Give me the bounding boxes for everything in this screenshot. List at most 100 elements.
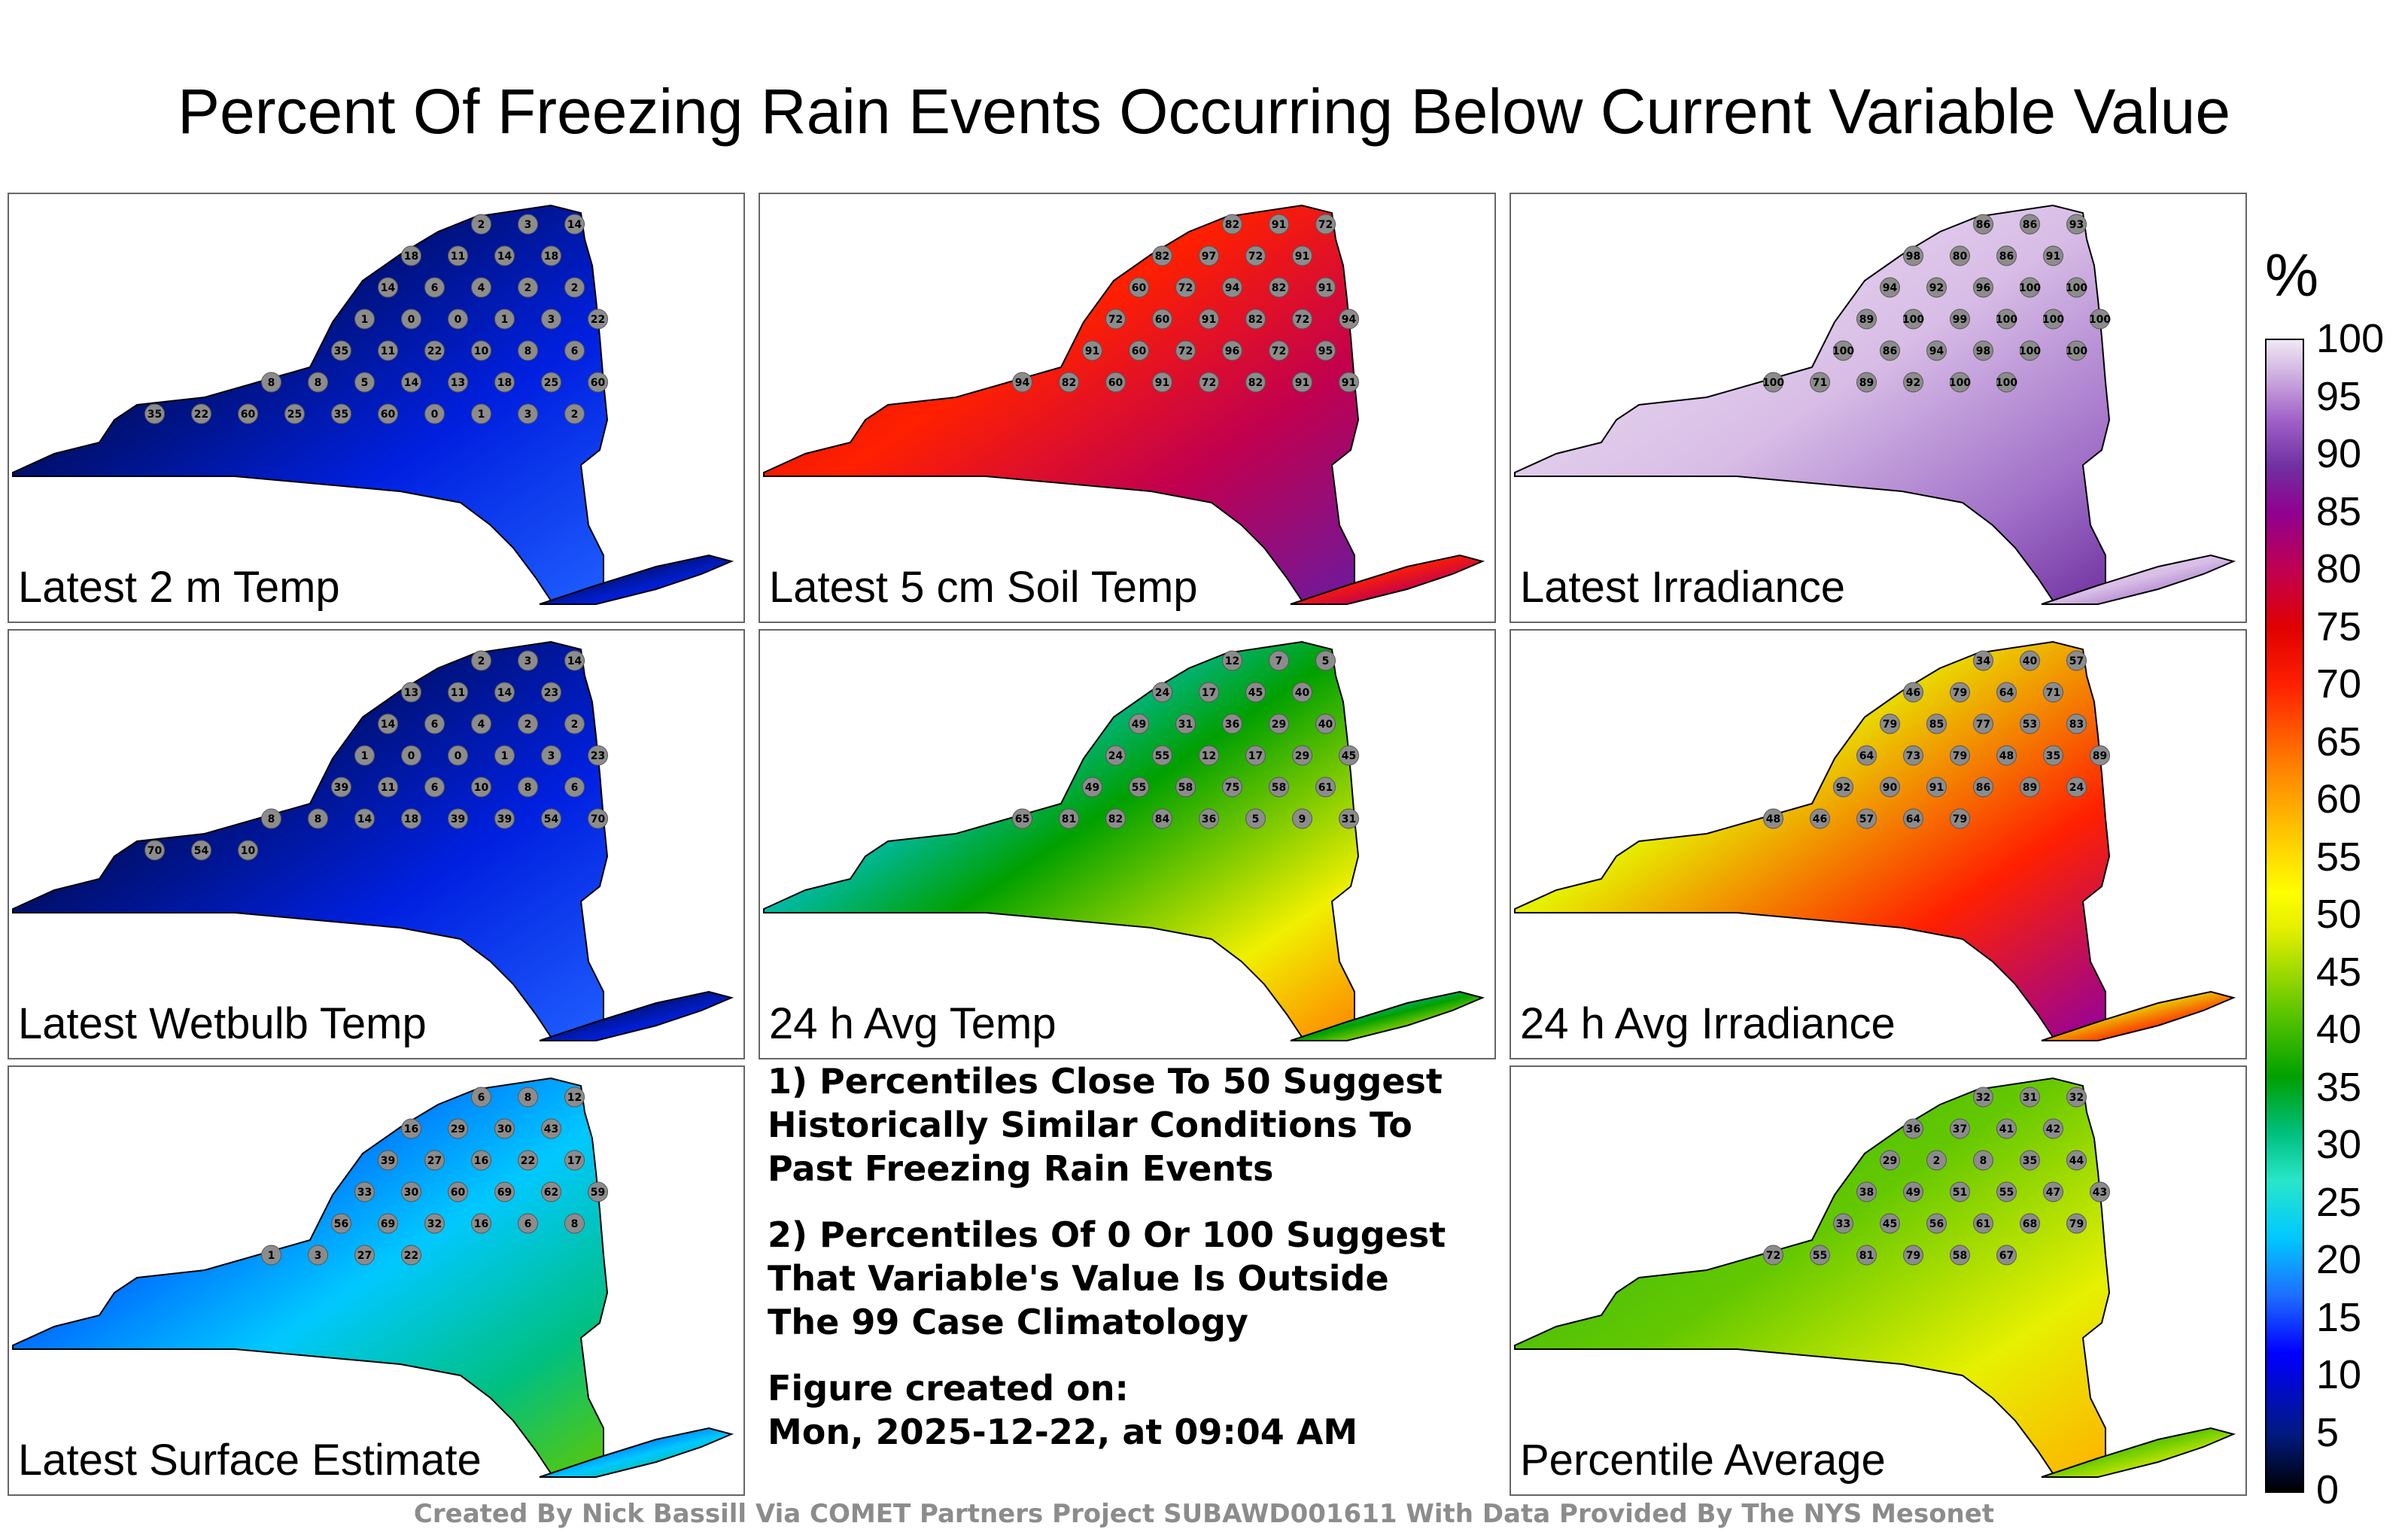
station-value: 1 xyxy=(361,314,369,326)
station-value: 2 xyxy=(571,719,579,731)
station-value: 100 xyxy=(1996,314,2017,326)
station-marker: 73 xyxy=(1903,745,1924,766)
station-marker: 32 xyxy=(424,1213,445,1234)
station-value: 23 xyxy=(591,750,605,762)
station-value: 43 xyxy=(2093,1187,2107,1199)
station-marker: 0 xyxy=(448,309,469,330)
station-marker: 8 xyxy=(308,808,329,829)
station-value: 94 xyxy=(1342,314,1357,326)
station-value: 68 xyxy=(2023,1218,2037,1230)
station-marker: 33 xyxy=(1833,1213,1854,1234)
map-panel-wetbulb: 2 3 14 13 11 14 23 14 6 4 2 2 1 0 0 1 3 23 39 11 6 10 8 6 8 8 14 18… xyxy=(8,629,745,1059)
station-marker: 12 xyxy=(564,1087,585,1108)
station-value: 12 xyxy=(567,1092,582,1104)
station-value: 82 xyxy=(1108,813,1123,825)
station-value: 45 xyxy=(1883,1218,1897,1230)
station-marker: 100 xyxy=(2066,277,2087,298)
station-marker: 86 xyxy=(1996,245,2017,266)
station-value: 16 xyxy=(474,1155,488,1167)
station-value: 82 xyxy=(1225,219,1239,231)
station-marker: 33 xyxy=(354,1181,375,1202)
station-marker: 8 xyxy=(564,1213,585,1234)
station-value: 100 xyxy=(2019,345,2041,357)
station-marker: 65 xyxy=(1012,808,1033,829)
station-value: 39 xyxy=(381,1155,395,1167)
station-marker: 6 xyxy=(424,713,445,734)
station-marker: 14 xyxy=(494,245,515,266)
station-value: 92 xyxy=(1836,782,1850,794)
station-value: 60 xyxy=(1132,345,1147,357)
station-value: 51 xyxy=(1953,1187,1967,1199)
station-value: 6 xyxy=(431,282,439,294)
station-value: 8 xyxy=(268,813,275,825)
station-value: 83 xyxy=(2069,719,2084,731)
figure-title: Percent Of Freezing Rain Events Occurrin… xyxy=(177,76,2231,147)
station-value: 13 xyxy=(451,377,465,389)
station-marker: 60 xyxy=(588,372,609,393)
station-value: 77 xyxy=(1976,719,1990,731)
station-value: 18 xyxy=(497,377,512,389)
station-value: 10 xyxy=(241,845,256,857)
station-marker: 2 xyxy=(518,277,539,298)
station-value: 81 xyxy=(1062,813,1076,825)
colorbar-tick: 50 xyxy=(2316,892,2362,937)
station-value: 72 xyxy=(1318,219,1333,231)
station-value: 3 xyxy=(315,1250,322,1262)
station-value: 35 xyxy=(2046,750,2060,762)
station-marker: 94 xyxy=(1012,372,1033,393)
station-marker: 1 xyxy=(261,1245,282,1266)
station-marker: 10 xyxy=(238,840,259,861)
colorbar-tick: 45 xyxy=(2316,949,2362,995)
station-marker: 32 xyxy=(2066,1087,2087,1108)
station-marker: 55 xyxy=(1152,745,1173,766)
station-value: 86 xyxy=(1976,219,1990,231)
station-marker: 6 xyxy=(424,277,445,298)
station-value: 98 xyxy=(1906,251,1920,263)
map-panel-24h-irradiance: 34 40 57 46 79 64 71 79 85 77 53 83 64 73 79 48 35 89 92 90… xyxy=(1510,629,2247,1059)
station-marker: 49 xyxy=(1903,1181,1924,1202)
station-value: 3 xyxy=(524,409,532,421)
station-value: 54 xyxy=(194,845,209,857)
state-outline xyxy=(12,1077,609,1479)
station-value: 25 xyxy=(544,377,558,389)
station-marker: 29 xyxy=(1269,713,1290,734)
station-value: 99 xyxy=(1953,314,1967,326)
station-marker: 72 xyxy=(1175,277,1196,298)
station-marker: 98 xyxy=(1903,245,1924,266)
station-marker: 57 xyxy=(1856,808,1877,829)
station-value: 18 xyxy=(404,813,418,825)
colorbar-tick: 5 xyxy=(2316,1409,2340,1455)
station-value: 60 xyxy=(1132,282,1147,294)
station-value: 22 xyxy=(591,314,605,326)
station-value: 57 xyxy=(1859,813,1874,825)
station-value: 54 xyxy=(544,813,559,825)
station-value: 91 xyxy=(1295,377,1309,389)
station-value: 22 xyxy=(404,1250,418,1262)
station-value: 100 xyxy=(2019,282,2041,294)
station-marker: 31 xyxy=(1175,713,1196,734)
station-value: 22 xyxy=(194,409,208,421)
station-value: 8 xyxy=(315,377,322,389)
station-marker: 58 xyxy=(1269,777,1290,798)
station-marker: 22 xyxy=(518,1150,539,1171)
station-value: 86 xyxy=(1999,251,2014,263)
station-marker: 40 xyxy=(2020,650,2041,671)
station-value: 12 xyxy=(1225,655,1239,667)
station-value: 72 xyxy=(1766,1250,1780,1262)
station-marker: 70 xyxy=(588,808,609,829)
station-marker: 85 xyxy=(1926,713,1947,734)
note-1: 1) Percentiles Close To 50 Suggest Histo… xyxy=(768,1061,1443,1189)
station-marker: 6 xyxy=(424,777,445,798)
station-marker: 51 xyxy=(1950,1181,1971,1202)
station-value: 2 xyxy=(478,655,485,667)
station-value: 5 xyxy=(361,377,369,389)
station-marker: 27 xyxy=(354,1245,375,1266)
station-value: 2 xyxy=(524,282,532,294)
station-value: 60 xyxy=(451,1187,466,1199)
station-value: 6 xyxy=(478,1092,485,1104)
station-marker: 89 xyxy=(2090,745,2111,766)
station-value: 46 xyxy=(1813,813,1827,825)
station-value: 91 xyxy=(1202,314,1216,326)
station-value: 91 xyxy=(1272,219,1286,231)
station-value: 100 xyxy=(1902,314,1924,326)
